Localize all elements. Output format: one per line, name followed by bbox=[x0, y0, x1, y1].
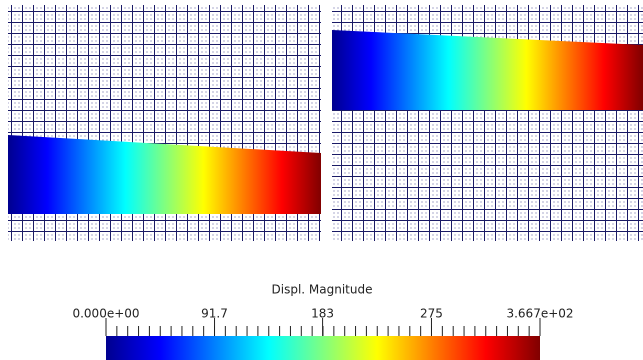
colorbar-title: Displ. Magnitude bbox=[272, 283, 373, 297]
tick-label: 275 bbox=[420, 307, 443, 321]
tick-label: 0.000e+00 bbox=[72, 307, 139, 321]
tick-label: 183 bbox=[311, 307, 334, 321]
viewer: Displ. Magnitude 0.000e+00 91.7 183 275 3.66… bbox=[0, 0, 643, 360]
right-view bbox=[332, 5, 643, 241]
color-bar bbox=[106, 336, 540, 360]
left-view bbox=[8, 5, 321, 241]
tick-label: 3.667e+02 bbox=[506, 307, 573, 321]
tick-label: 91.7 bbox=[201, 307, 228, 321]
